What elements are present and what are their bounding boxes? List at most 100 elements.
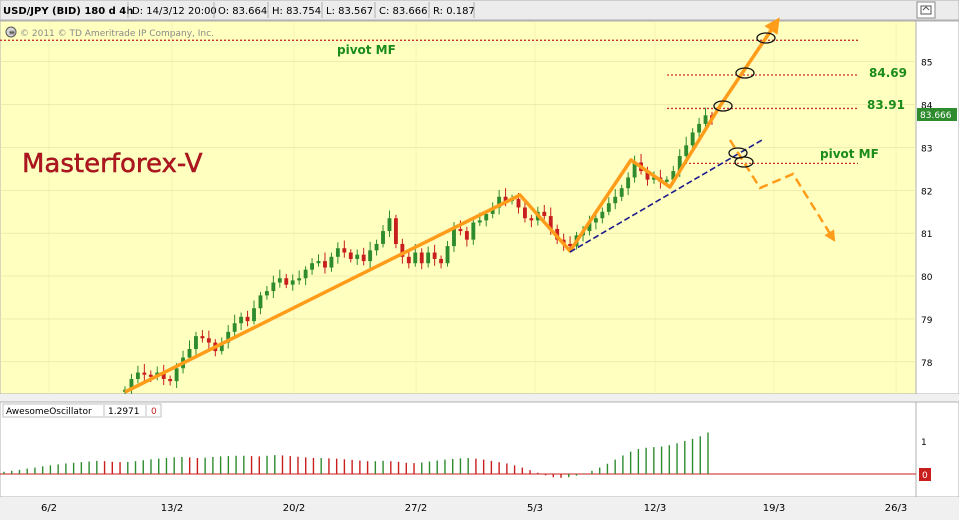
candle-body [310, 263, 315, 270]
candle-body [135, 372, 140, 379]
candle-body [606, 203, 611, 212]
osc-zero-tag: 0 [922, 471, 928, 481]
settings-button-frame[interactable] [916, 1, 936, 19]
candle-body [368, 250, 373, 262]
candle-body [677, 156, 682, 172]
header-open: O: 83.664 [218, 6, 267, 17]
level-label-83-91: 83.91 [867, 98, 905, 112]
level-label-84-69: 84.69 [869, 66, 907, 80]
projection-line [728, 139, 836, 242]
osc-name: AwesomeOscillator [6, 407, 92, 417]
copyright: © 2011 © TD Ameritrade IP Company, Inc. [20, 29, 214, 39]
osc-axis-labels: 1 [921, 438, 927, 448]
osc-panel [0, 401, 917, 498]
osc-axis [915, 401, 959, 498]
candle-body [206, 338, 211, 343]
candle-body [355, 254, 360, 259]
settings-button[interactable] [916, 1, 936, 19]
time-tick-label: 6/2 [41, 503, 57, 514]
pivot-label-top: pivot MF [337, 43, 396, 57]
settings-icon [920, 5, 932, 15]
candle-body [271, 282, 276, 292]
candle-body [393, 218, 398, 244]
candle-body [387, 218, 392, 232]
menu-button[interactable]: ≡ [5, 26, 17, 38]
candle-body [697, 123, 702, 133]
osc-value: 1.2971 [108, 407, 140, 417]
price-tick-label: 81 [921, 230, 932, 240]
candle-body [529, 218, 534, 221]
candle-body [516, 198, 521, 208]
time-tick-label: 12/3 [644, 503, 666, 514]
candle-body [703, 115, 708, 124]
header-high: H: 83.754 [272, 6, 321, 17]
time-tick-label: 13/2 [161, 503, 183, 514]
candle-body [381, 231, 385, 244]
candle-body [290, 280, 295, 285]
time-tick-label: 19/3 [763, 503, 785, 514]
time-axis-labels: 6/2 13/2 20/2 27/2 5/3 12/3 19/3 26/3 [41, 503, 907, 514]
price-tick-label: 84 [921, 102, 933, 112]
candle-body [252, 308, 256, 322]
candle-body [200, 336, 205, 339]
candle-body [361, 254, 366, 262]
price-tag-box [917, 108, 957, 121]
candle-body [219, 342, 224, 352]
candle-body [542, 211, 547, 217]
price-tick-label: 85 [921, 59, 932, 69]
candle-body [232, 323, 237, 332]
candle-body [503, 196, 508, 202]
candles [123, 107, 714, 396]
candle-body [335, 248, 340, 257]
price-axis [915, 20, 959, 395]
osc-tick-label: 1 [921, 438, 927, 448]
support-line [569, 139, 763, 253]
candle-body [490, 207, 495, 214]
candle-body [684, 145, 689, 157]
candle-body [477, 220, 482, 223]
osc-zero-tag-box [919, 468, 931, 481]
candle-body [593, 218, 598, 223]
marker-ellipse [735, 67, 755, 79]
candle-body [619, 188, 624, 197]
price-tick-label: 80 [921, 273, 933, 283]
osc-legend-zero: 0 [151, 407, 157, 417]
candle-body [277, 278, 282, 283]
marker-ellipse [713, 100, 733, 112]
candle-body [316, 261, 321, 264]
header-symbol: USD/JPY (BID) 180 d 4h [3, 6, 133, 17]
header-date: D: 14/3/12 20:00 [132, 6, 217, 17]
candle-body [323, 261, 327, 268]
candle-body [303, 269, 308, 279]
candle-body [432, 252, 437, 259]
menu-icon [5, 26, 17, 38]
header-low: L: 83.567 [326, 6, 373, 17]
time-tick-label: 26/3 [885, 503, 907, 514]
candle-body [568, 243, 573, 247]
levels [0, 39, 858, 164]
candle-body [148, 374, 153, 377]
candle-body [439, 258, 444, 264]
candle-body [194, 336, 198, 349]
candle-body [329, 256, 334, 268]
header-range: R: 0.187 [433, 6, 475, 17]
candle-body [129, 378, 134, 390]
candle-body [161, 372, 166, 379]
price-panel [0, 20, 917, 395]
candle-body [445, 246, 450, 264]
candle-body [142, 372, 147, 375]
candle-body [613, 196, 618, 204]
candle-body [226, 331, 231, 343]
time-axis [0, 497, 959, 516]
candle-body [652, 177, 656, 180]
price-tick-label: 79 [921, 316, 933, 326]
candle-body [458, 228, 463, 232]
trend-drawings [124, 17, 836, 394]
candle-body [297, 278, 302, 281]
candle-body [471, 222, 476, 240]
candle-body [187, 348, 192, 358]
osc-legend-box [2, 403, 162, 418]
time-tick-label: 20/2 [283, 503, 305, 514]
menu-icon-glyph: ≡ [9, 28, 16, 37]
